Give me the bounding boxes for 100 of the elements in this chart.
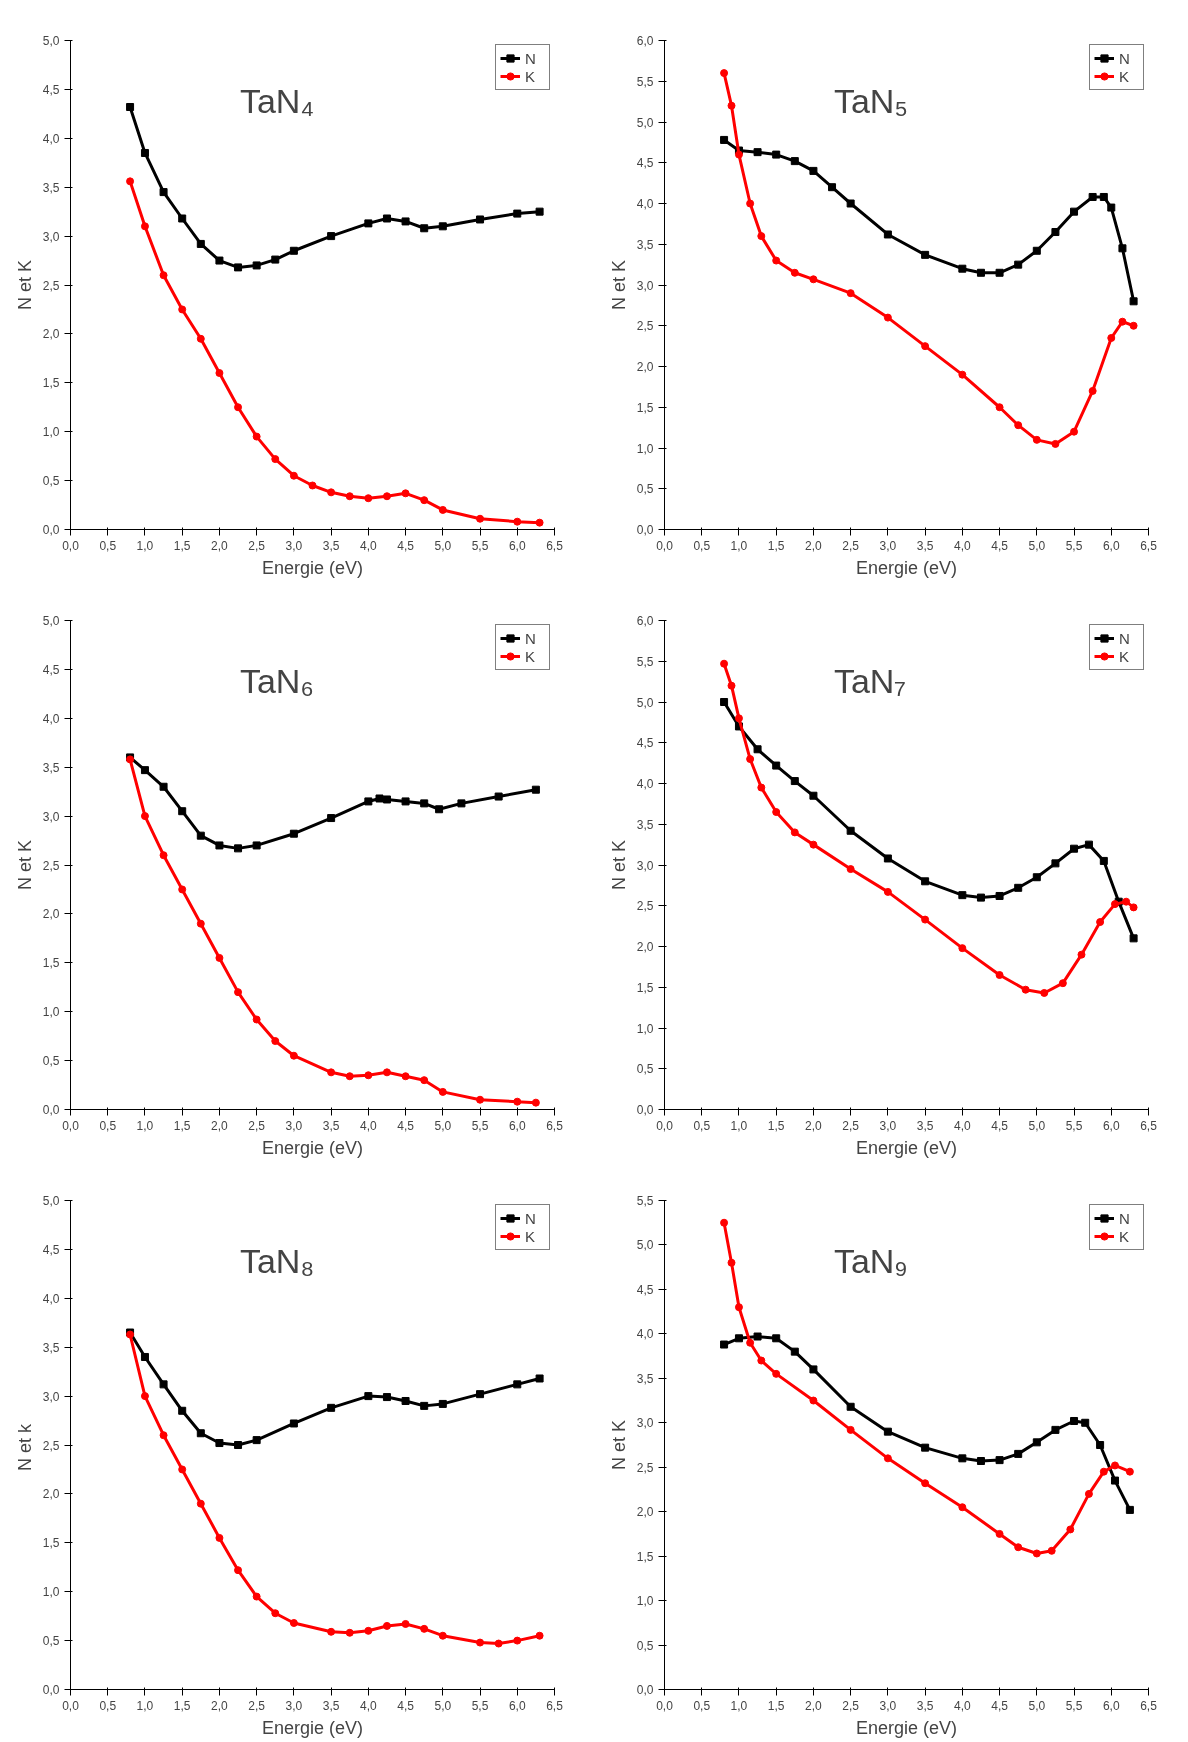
x-tick-label: 1,0 — [730, 1118, 748, 1133]
y-tick-label: 2,5 — [636, 1460, 654, 1475]
y-tick-label: 3,5 — [42, 760, 60, 775]
x-tick-label: 6,5 — [546, 1698, 564, 1713]
legend-label: K — [525, 647, 536, 665]
y-tick-label: 2,0 — [42, 1487, 60, 1502]
x-tick-label: 0,0 — [656, 538, 674, 553]
y-tick-label: 4,0 — [636, 197, 654, 211]
x-tick-label: 2,5 — [842, 1698, 860, 1713]
x-tick-label: 2,0 — [805, 538, 823, 553]
y-tick-label: 4,5 — [42, 82, 60, 97]
y-tick-label: 2,5 — [636, 899, 654, 914]
x-tick-label: 1,5 — [173, 538, 191, 553]
y-tick-label: 3,5 — [42, 1340, 60, 1355]
x-tick-label: 1,5 — [767, 1698, 785, 1713]
y-tick-label: 5,0 — [42, 34, 60, 48]
x-tick-label: 2,0 — [211, 1118, 229, 1133]
x-tick-label: 1,0 — [730, 538, 748, 553]
x-axis-title: Energie (eV) — [855, 1137, 958, 1158]
x-tick-label: 3,0 — [879, 1118, 897, 1133]
x-tick-label: 1,0 — [136, 1118, 154, 1133]
x-tick-label: 5,0 — [434, 538, 452, 553]
y-tick-label: 0,5 — [42, 474, 60, 489]
y-tick-label: 2,5 — [42, 278, 60, 293]
x-tick-label: 3,5 — [322, 1118, 340, 1133]
x-tick-label: 5,5 — [471, 1118, 489, 1133]
x-tick-label: 3,0 — [285, 538, 303, 553]
x-tick-label: 0,0 — [656, 1118, 674, 1133]
x-tick-label: 2,5 — [248, 538, 266, 553]
y-tick-label: 3,0 — [636, 278, 654, 293]
x-tick-label: 5,0 — [1028, 1698, 1046, 1713]
y-tick-label: 5,0 — [42, 1194, 60, 1208]
y-tick-label: 0,0 — [42, 523, 60, 537]
x-tick-label: 2,0 — [211, 1698, 229, 1713]
legend-label: N — [525, 49, 537, 67]
legend-label: N — [525, 1209, 537, 1227]
x-tick-label: 3,5 — [322, 1698, 340, 1713]
y-tick-label: 3,0 — [636, 1416, 654, 1431]
legend-label: K — [525, 67, 536, 85]
y-tick-label: 6,0 — [636, 614, 654, 628]
y-tick-label: 3,5 — [636, 237, 654, 252]
y-tick-label: 1,0 — [42, 1005, 60, 1020]
x-tick-label: 6,5 — [1140, 1698, 1158, 1713]
y-tick-label: 1,5 — [42, 376, 60, 391]
y-axis-title: N et k — [14, 1422, 35, 1472]
y-tick-label: 4,0 — [636, 1327, 654, 1342]
legend-label: K — [1119, 1227, 1130, 1245]
y-tick-label: 4,5 — [42, 662, 60, 677]
x-tick-label: 6,5 — [1140, 538, 1158, 553]
x-tick-label: 4,5 — [397, 538, 415, 553]
y-tick-label: 2,0 — [636, 1505, 654, 1520]
x-tick-label: 3,0 — [879, 538, 897, 553]
x-tick-label: 0,5 — [693, 538, 711, 553]
x-tick-label: 0,5 — [693, 1698, 711, 1713]
x-tick-label: 5,0 — [1028, 538, 1046, 553]
x-tick-label: 3,5 — [916, 1118, 934, 1133]
y-tick-label: 4,5 — [42, 1242, 60, 1257]
x-axis-title: Energie (eV) — [261, 1137, 364, 1158]
x-tick-label: 2,0 — [211, 538, 229, 553]
y-tick-label: 0,0 — [42, 1683, 60, 1697]
y-tick-label: 0,0 — [636, 1683, 654, 1697]
y-tick-label: 5,0 — [636, 1238, 654, 1253]
x-tick-label: 0,0 — [656, 1698, 674, 1713]
y-tick-label: 0,5 — [636, 482, 654, 497]
x-tick-label: 4,0 — [954, 1118, 972, 1133]
x-tick-label: 3,5 — [916, 538, 934, 553]
x-tick-label: 6,0 — [508, 1118, 526, 1133]
y-tick-label: 1,0 — [636, 441, 654, 456]
y-tick-label: 5,0 — [42, 614, 60, 628]
x-tick-label: 2,5 — [842, 1118, 860, 1133]
y-tick-label: 4,0 — [42, 1291, 60, 1306]
x-tick-label: 4,0 — [360, 538, 378, 553]
x-tick-label: 0,5 — [99, 1698, 117, 1713]
y-tick-label: 2,5 — [42, 858, 60, 873]
y-tick-label: 2,5 — [636, 319, 654, 334]
text: TaN₈ — [239, 1241, 315, 1280]
x-tick-label: 6,5 — [546, 1118, 564, 1133]
x-tick-label: 3,0 — [879, 1698, 897, 1713]
x-tick-label: 1,5 — [173, 1698, 191, 1713]
x-axis-title: Energie (eV) — [261, 1717, 364, 1738]
y-axis-title: N et K — [14, 839, 35, 891]
y-axis-title: N et K — [14, 259, 35, 311]
x-tick-label: 1,5 — [173, 1118, 191, 1133]
text: TaN₄ — [239, 81, 315, 120]
y-tick-label: 5,0 — [636, 695, 654, 710]
x-tick-label: 4,5 — [991, 538, 1009, 553]
y-tick-label: 0,0 — [636, 1103, 654, 1117]
y-tick-label: 0,5 — [636, 1062, 654, 1077]
x-axis-title: Energie (eV) — [855, 557, 958, 578]
y-tick-label: 1,5 — [636, 980, 654, 995]
x-tick-label: 5,5 — [1065, 538, 1083, 553]
y-tick-label: 2,0 — [636, 360, 654, 374]
x-tick-label: 3,5 — [916, 1698, 934, 1713]
x-tick-label: 2,5 — [248, 1118, 266, 1133]
y-axis-title: N et K — [608, 259, 629, 311]
x-tick-label: 1,0 — [136, 538, 154, 553]
y-tick-label: 5,0 — [636, 115, 654, 130]
y-tick-label: 1,5 — [42, 1536, 60, 1551]
y-tick-label: 5,5 — [636, 74, 654, 89]
y-tick-label: 4,0 — [42, 131, 60, 146]
